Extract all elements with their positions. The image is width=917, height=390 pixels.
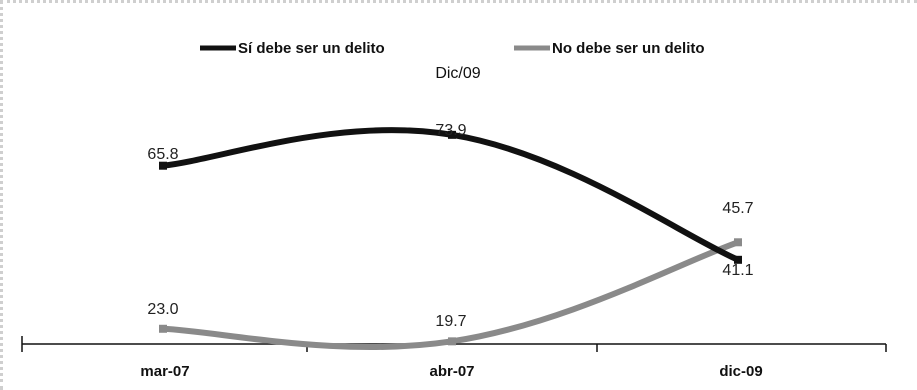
legend-item-series-2[interactable]: No debe ser un delito xyxy=(514,40,705,57)
data-label-series-1-point-2: 73.9 xyxy=(435,122,466,139)
x-tick-label-2: abr-07 xyxy=(429,363,474,380)
series-1-point-3[interactable] xyxy=(734,255,742,264)
chart-subtitle: Dic/09 xyxy=(435,65,480,82)
legend-label-series-2: No debe ser un delito xyxy=(552,40,705,57)
data-label-series-1-point-3: 41.1 xyxy=(722,262,753,279)
data-label-series-2-point-3: 45.7 xyxy=(722,200,753,217)
series-2-point-3[interactable] xyxy=(734,238,742,247)
data-label-series-2-point-2: 19.7 xyxy=(435,313,466,330)
series-line-1 xyxy=(160,127,741,263)
x-tick-label-3: dic-09 xyxy=(719,363,762,380)
x-tick-label-1: mar-07 xyxy=(140,363,189,380)
series-2-point-1[interactable] xyxy=(159,324,167,333)
legend-label-series-1: Sí debe ser un delito xyxy=(238,40,385,57)
data-label-series-2-point-1: 23.0 xyxy=(147,301,178,318)
data-labels: 65.8 73.9 41.1 23.0 19.7 45.7 xyxy=(147,122,753,330)
series-1-point-2[interactable] xyxy=(448,130,456,139)
plot-area xyxy=(159,127,742,351)
legend: Sí debe ser un delito No debe ser un del… xyxy=(200,40,705,57)
data-label-series-1-point-1: 65.8 xyxy=(147,146,178,163)
series-1-point-1[interactable] xyxy=(159,161,167,170)
series-2-point-2[interactable] xyxy=(448,337,456,346)
legend-item-series-1[interactable]: Sí debe ser un delito xyxy=(200,40,385,57)
series-line-2 xyxy=(160,239,741,351)
